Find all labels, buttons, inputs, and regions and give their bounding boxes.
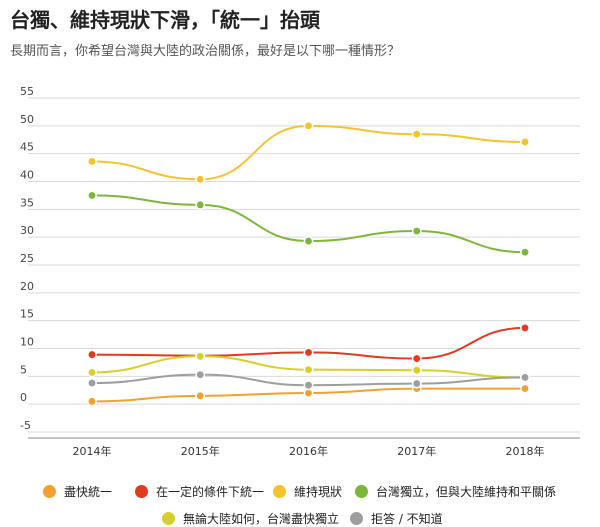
data-point [411, 129, 422, 140]
y-tick-label: -5 [20, 419, 31, 432]
chart-subtitle: 長期而言，你希望台灣與大陸的政治關係，最好是以下哪一種情形？ [10, 44, 401, 59]
data-point [195, 174, 206, 185]
data-point [303, 120, 314, 131]
legend-label: 盡快統一 [64, 485, 113, 499]
x-tick-label: 2015年 [181, 444, 220, 458]
data-point [411, 378, 422, 389]
data-point [303, 236, 314, 247]
chart-title: 台獨、維持現狀下滑，「統一」抬頭 [10, 8, 320, 32]
data-point [195, 351, 206, 362]
data-point [520, 322, 530, 333]
legend: 盡快統一 在一定的條件下統一 維持現狀 台灣獨立，但與大陸維持和平關係 無論大陸… [0, 474, 600, 527]
data-point [520, 372, 530, 383]
legend-item[interactable]: 維持現狀 [273, 483, 342, 500]
data-point [87, 349, 97, 360]
legend-item[interactable]: 無論大陸如何，台灣盡快獨立 [162, 510, 339, 527]
legend-swatch [162, 512, 175, 525]
data-point [520, 247, 530, 258]
legend-swatch [43, 485, 56, 498]
data-point [303, 364, 314, 375]
data-point [87, 367, 97, 378]
series-line [91, 124, 526, 181]
y-tick-label: 25 [20, 252, 34, 265]
y-tick-label: 40 [20, 169, 34, 182]
data-point [195, 199, 206, 210]
legend-swatch [135, 485, 148, 498]
y-tick-label: 15 [20, 308, 34, 321]
legend-swatch [273, 485, 286, 498]
legend-label: 台灣獨立，但與大陸維持和平關係 [376, 485, 557, 499]
y-tick-label: 10 [20, 336, 34, 349]
data-point [411, 353, 422, 364]
y-tick-label: 5 [20, 363, 27, 376]
data-point [87, 190, 97, 201]
data-point [411, 226, 422, 236]
y-tick-label: 20 [20, 280, 34, 293]
data-point [195, 390, 206, 401]
legend-item[interactable]: 拒答 / 不知道 [350, 510, 443, 527]
y-tick-label: 35 [20, 196, 34, 209]
data-point [87, 396, 97, 407]
data-point [195, 369, 206, 380]
data-point [411, 365, 422, 376]
x-tick-label: 2017年 [397, 444, 436, 458]
legend-label: 維持現狀 [294, 485, 343, 499]
x-tick-label: 2014年 [73, 444, 112, 458]
x-tick-label: 2018年 [506, 444, 545, 458]
legend-item[interactable]: 台灣獨立，但與大陸維持和平關係 [355, 483, 556, 500]
data-point [520, 383, 530, 394]
legend-label: 無論大陸如何，台灣盡快獨立 [183, 512, 340, 526]
y-tick-label: 55 [20, 85, 34, 98]
data-point [303, 347, 314, 358]
y-tick-label: 45 [20, 141, 34, 154]
data-point [87, 156, 97, 167]
legend-swatch [355, 485, 368, 498]
data-point [520, 137, 530, 147]
data-point [303, 380, 314, 391]
legend-item[interactable]: 在一定的條件下統一 [135, 483, 264, 500]
y-tick-label: 50 [20, 113, 34, 126]
y-tick-label: 30 [20, 224, 34, 237]
legend-swatch [350, 512, 363, 525]
x-tick-label: 2016年 [289, 444, 328, 458]
legend-label: 在一定的條件下統一 [156, 485, 265, 499]
y-tick-label: 0 [20, 391, 27, 404]
legend-label: 拒答 / 不知道 [371, 512, 443, 526]
data-point [87, 378, 97, 388]
legend-item[interactable]: 盡快統一 [43, 483, 112, 500]
